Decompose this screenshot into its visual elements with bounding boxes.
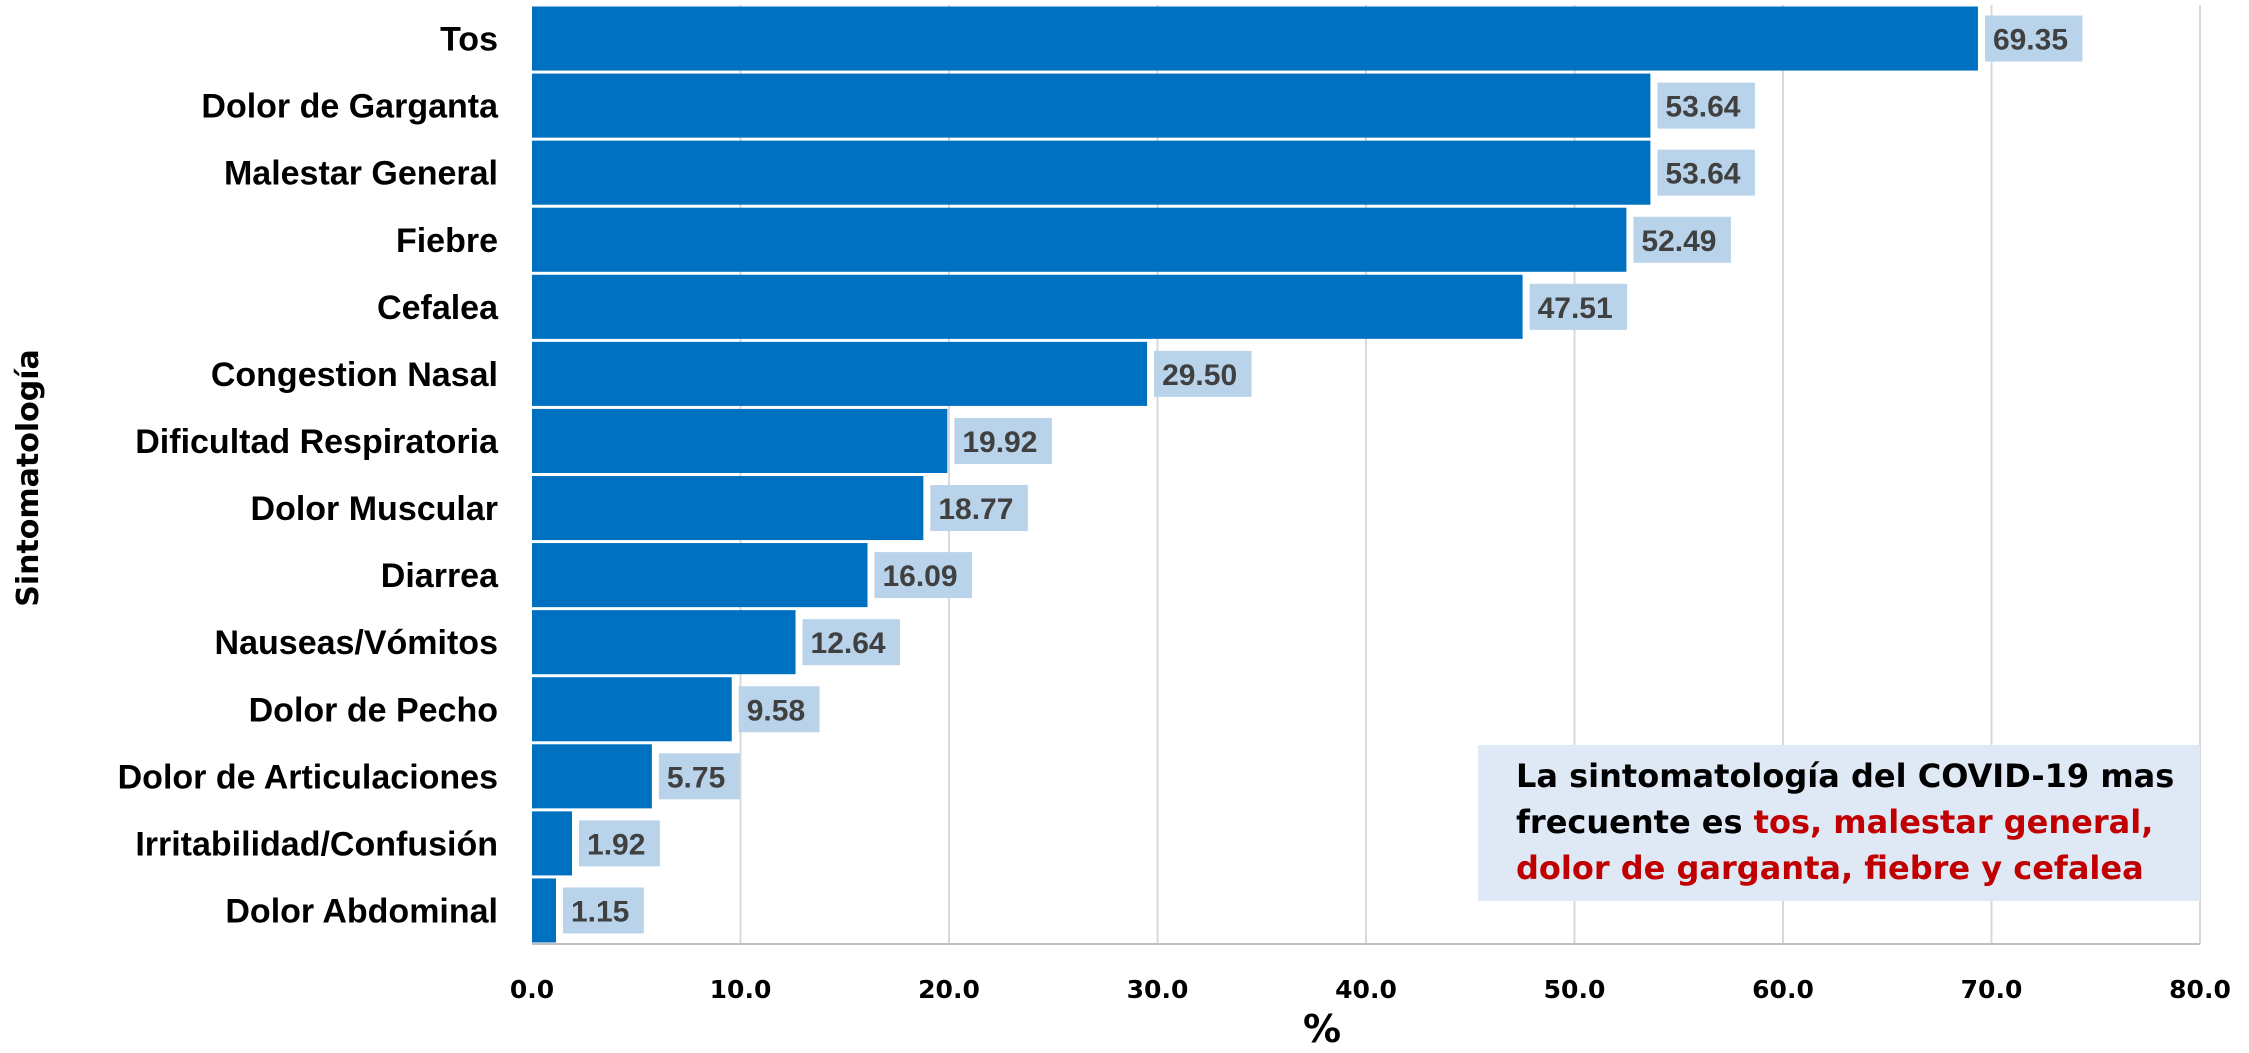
bar — [532, 341, 1148, 406]
annotation-line-1: La sintomatología del COVID-19 mas — [1516, 757, 2175, 795]
bar — [532, 811, 573, 876]
category-label: Tos — [440, 21, 498, 59]
value-label: 53.64 — [1665, 158, 1740, 191]
bar — [532, 677, 732, 742]
annotation-highlight-2: dolor de garganta, fiebre y cefalea — [1516, 849, 2144, 887]
category-label: Dolor de Pecho — [249, 691, 498, 729]
value-label: 47.51 — [1538, 292, 1613, 325]
x-tick-label: 0.0 — [510, 975, 554, 1004]
category-label: Malestar General — [224, 155, 498, 193]
value-label-bg — [579, 820, 660, 867]
x-tick-label: 70.0 — [1961, 975, 2023, 1004]
category-label: Fiebre — [396, 222, 498, 260]
value-label-bg — [930, 485, 1028, 532]
value-label-bg — [1633, 216, 1731, 263]
bar — [532, 476, 924, 541]
value-label-bg — [1529, 283, 1628, 330]
value-label: 19.92 — [962, 426, 1037, 459]
x-tick-label: 30.0 — [1127, 975, 1189, 1004]
x-tick-label: 20.0 — [918, 975, 980, 1004]
category-label: Dificultad Respiratoria — [135, 423, 499, 461]
category-label: Congestion Nasal — [211, 356, 498, 394]
x-tick-label: 80.0 — [2169, 975, 2231, 1004]
value-label-bg — [562, 887, 644, 934]
value-labels: 69.35 53.64 53.64 52.49 47.51 29.50 19.92 18.77… — [562, 15, 2083, 934]
value-label-bg — [658, 753, 740, 800]
y-axis-title: Sintomatología — [11, 349, 46, 607]
bar — [532, 610, 796, 675]
value-label: 5.75 — [667, 761, 725, 794]
value-label-bg — [802, 619, 901, 666]
value-label: 29.50 — [1162, 359, 1237, 392]
value-label-bg — [1984, 15, 2083, 62]
bar — [532, 274, 1523, 339]
category-label: Nauseas/Vómitos — [215, 624, 498, 662]
x-tick-label: 40.0 — [1335, 975, 1397, 1004]
category-label: Diarrea — [381, 557, 499, 595]
value-label: 16.09 — [882, 560, 957, 593]
x-tick-label: 50.0 — [1544, 975, 1606, 1004]
category-label: Dolor Abdominal — [225, 892, 498, 930]
category-label: Dolor Muscular — [251, 490, 498, 528]
annotation-box: La sintomatología del COVID-19 mas frecu… — [1478, 745, 2200, 901]
value-label-bg — [874, 552, 972, 599]
x-axis-title: % — [1303, 1007, 1341, 1051]
category-labels: Tos Dolor de Garganta Malestar General Fieb… — [118, 21, 499, 931]
bars — [532, 6, 1978, 943]
annotation-line-2-prefix: frecuente es — [1516, 803, 1754, 841]
bar — [532, 408, 948, 473]
annotation-highlight-1: tos, malestar general, — [1753, 803, 2154, 841]
bar — [532, 73, 1651, 138]
x-tick-label: 10.0 — [710, 975, 772, 1004]
bar — [532, 140, 1651, 205]
category-label: Dolor de Articulaciones — [118, 758, 498, 796]
value-label: 1.92 — [587, 828, 645, 861]
bar — [532, 744, 652, 809]
bar — [532, 543, 868, 608]
value-label: 53.64 — [1665, 91, 1740, 124]
value-label-bg — [1657, 82, 1755, 129]
value-label: 18.77 — [938, 493, 1013, 526]
bar — [532, 6, 1978, 71]
value-label: 52.49 — [1641, 225, 1716, 258]
value-label-bg — [954, 417, 1052, 464]
x-tick-labels: 0.0 10.0 20.0 30.0 40.0 50.0 60.0 70.0 80.0 — [510, 975, 2231, 1004]
value-label-bg — [738, 686, 820, 733]
value-label: 1.15 — [571, 895, 629, 928]
value-label: 9.58 — [747, 694, 805, 727]
value-label: 69.35 — [1993, 24, 2068, 57]
category-label: Cefalea — [377, 289, 499, 327]
x-tick-label: 60.0 — [1752, 975, 1814, 1004]
bar — [532, 207, 1627, 272]
category-label: Dolor de Garganta — [201, 88, 499, 126]
value-label-bg — [1657, 149, 1755, 196]
value-label-bg — [1154, 350, 1252, 397]
annotation-line-2: frecuente es tos, malestar general, — [1516, 799, 2200, 845]
category-label: Irritabilidad/Confusión — [135, 825, 498, 863]
bar — [532, 878, 556, 943]
value-label: 12.64 — [811, 627, 886, 660]
